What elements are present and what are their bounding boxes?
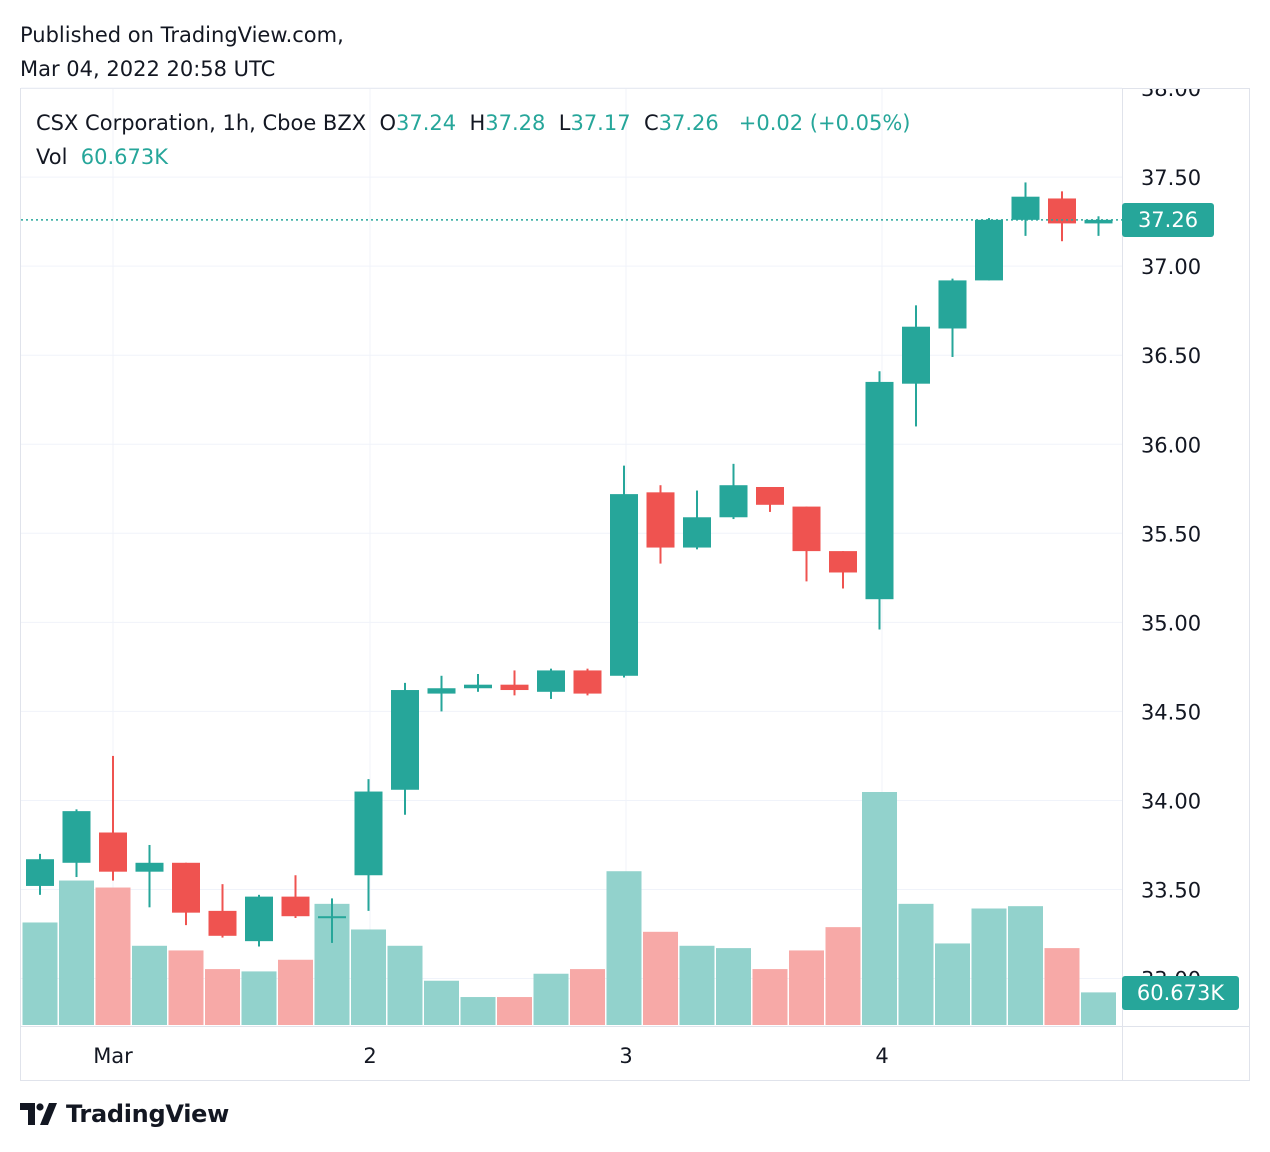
- volume-bar: [497, 997, 532, 1025]
- volume-bar: [752, 969, 788, 1025]
- y-tick-label: 37.50: [1141, 166, 1201, 190]
- volume-bar: [898, 903, 934, 1025]
- candle-body: [719, 485, 748, 518]
- y-tick-label: 35.00: [1141, 611, 1201, 635]
- legend-close-value: 37.26: [658, 111, 719, 135]
- volume-bar: [935, 943, 970, 1025]
- candle-body: [975, 219, 1003, 281]
- y-tick-label: 37.00: [1141, 255, 1201, 279]
- volume-bar: [971, 908, 1007, 1025]
- chart-legend: CSX Corporation, 1h, Cboe BZX O37.24 H37…: [36, 106, 911, 174]
- legend-close-label: C: [643, 111, 659, 135]
- brand-name: TradingView: [66, 1100, 229, 1128]
- volume-bar: [168, 950, 204, 1025]
- candle-body: [26, 859, 54, 886]
- tradingview-brand[interactable]: TradingView: [20, 1100, 229, 1128]
- candle-body: [99, 832, 127, 872]
- legend-symbol: CSX Corporation, 1h, Cboe BZX: [36, 111, 367, 135]
- candle-body: [573, 670, 602, 694]
- volume-bar: [533, 973, 569, 1025]
- volume-bar: [241, 971, 277, 1025]
- y-tick-label: 36.50: [1141, 344, 1201, 368]
- candle-body: [135, 862, 164, 872]
- published-info: Published on TradingView.com, Mar 04, 20…: [20, 18, 344, 86]
- y-tick-label: 35.50: [1141, 522, 1201, 546]
- volume-bar: [606, 871, 642, 1025]
- y-tick-label: 34.50: [1141, 700, 1201, 724]
- candle-body: [354, 791, 383, 876]
- legend-high-label: H: [469, 111, 486, 135]
- volume-bar: [278, 959, 313, 1025]
- volume-bar: [387, 945, 423, 1025]
- legend-volume-row: Vol 60.673K: [36, 140, 911, 174]
- candle-body: [208, 910, 237, 936]
- candle-body: [610, 494, 638, 676]
- candle-body: [792, 506, 821, 552]
- candle-body: [1084, 219, 1113, 224]
- volume-bar: [570, 969, 605, 1025]
- volume-bar: [351, 929, 386, 1025]
- legend-high-value: 37.28: [485, 111, 546, 135]
- candle-body: [683, 517, 711, 548]
- candle-body: [391, 690, 419, 790]
- last-price-tag: 37.26: [1122, 203, 1214, 237]
- candle-body: [62, 811, 91, 863]
- x-tick-label: 4: [875, 1044, 888, 1068]
- x-tick-label: 3: [619, 1044, 632, 1068]
- volume-bar: [460, 997, 496, 1025]
- y-tick-label: 34.00: [1141, 789, 1201, 813]
- volume-bar: [643, 931, 678, 1025]
- legend-open-label: O: [379, 111, 396, 135]
- volume-bar: [679, 945, 715, 1025]
- candle-body: [829, 551, 857, 573]
- candle-body: [464, 684, 492, 689]
- volume-bar: [862, 792, 897, 1025]
- candle-body: [172, 862, 200, 913]
- candle-body: [646, 492, 675, 548]
- volume-bar: [59, 880, 94, 1025]
- volume-tag: 60.673K: [1122, 976, 1239, 1010]
- legend-change: +0.02 (+0.05%): [738, 111, 911, 135]
- candle-body: [427, 688, 456, 694]
- legend-low-value: 37.17: [570, 111, 631, 135]
- volume-bar: [205, 969, 240, 1025]
- volume-bar: [1044, 948, 1080, 1025]
- candle-body: [938, 280, 967, 329]
- volume-bar: [825, 927, 861, 1025]
- volume-bar: [1081, 992, 1116, 1025]
- candle-body: [500, 684, 529, 691]
- volume-bar: [716, 948, 751, 1025]
- volume-bar: [22, 922, 58, 1025]
- volume-bar: [424, 980, 459, 1025]
- candle-body: [865, 381, 894, 600]
- volume-bar: [1008, 906, 1043, 1025]
- candle-body: [537, 670, 565, 692]
- legend-open-value: 37.24: [395, 111, 457, 135]
- legend-volume-label: Vol: [36, 145, 68, 169]
- x-tick-label: 2: [363, 1044, 376, 1068]
- candle-body: [756, 486, 784, 505]
- published-date: Mar 04, 2022 20:58 UTC: [20, 57, 276, 81]
- candle-body: [902, 326, 930, 384]
- candle-body: [1011, 196, 1040, 220]
- y-tick-label: 36.00: [1141, 433, 1201, 457]
- candle-body: [318, 916, 346, 919]
- tradingview-logo-icon: [20, 1103, 57, 1125]
- legend-volume-value: 60.673K: [80, 145, 169, 169]
- candle-body: [245, 896, 273, 942]
- legend-low-label: L: [558, 111, 571, 135]
- x-tick-label: Mar: [93, 1044, 133, 1068]
- candle-body: [281, 896, 310, 917]
- volume-bar: [132, 945, 167, 1025]
- volume-bar: [789, 950, 824, 1025]
- legend-ohlc-row: CSX Corporation, 1h, Cboe BZX O37.24 H37…: [36, 106, 911, 140]
- y-tick-label: 33.50: [1141, 879, 1201, 903]
- y-tick-label: 38.00: [1141, 77, 1201, 101]
- volume-bar: [95, 887, 131, 1025]
- published-line-1: Published on TradingView.com,: [20, 23, 344, 47]
